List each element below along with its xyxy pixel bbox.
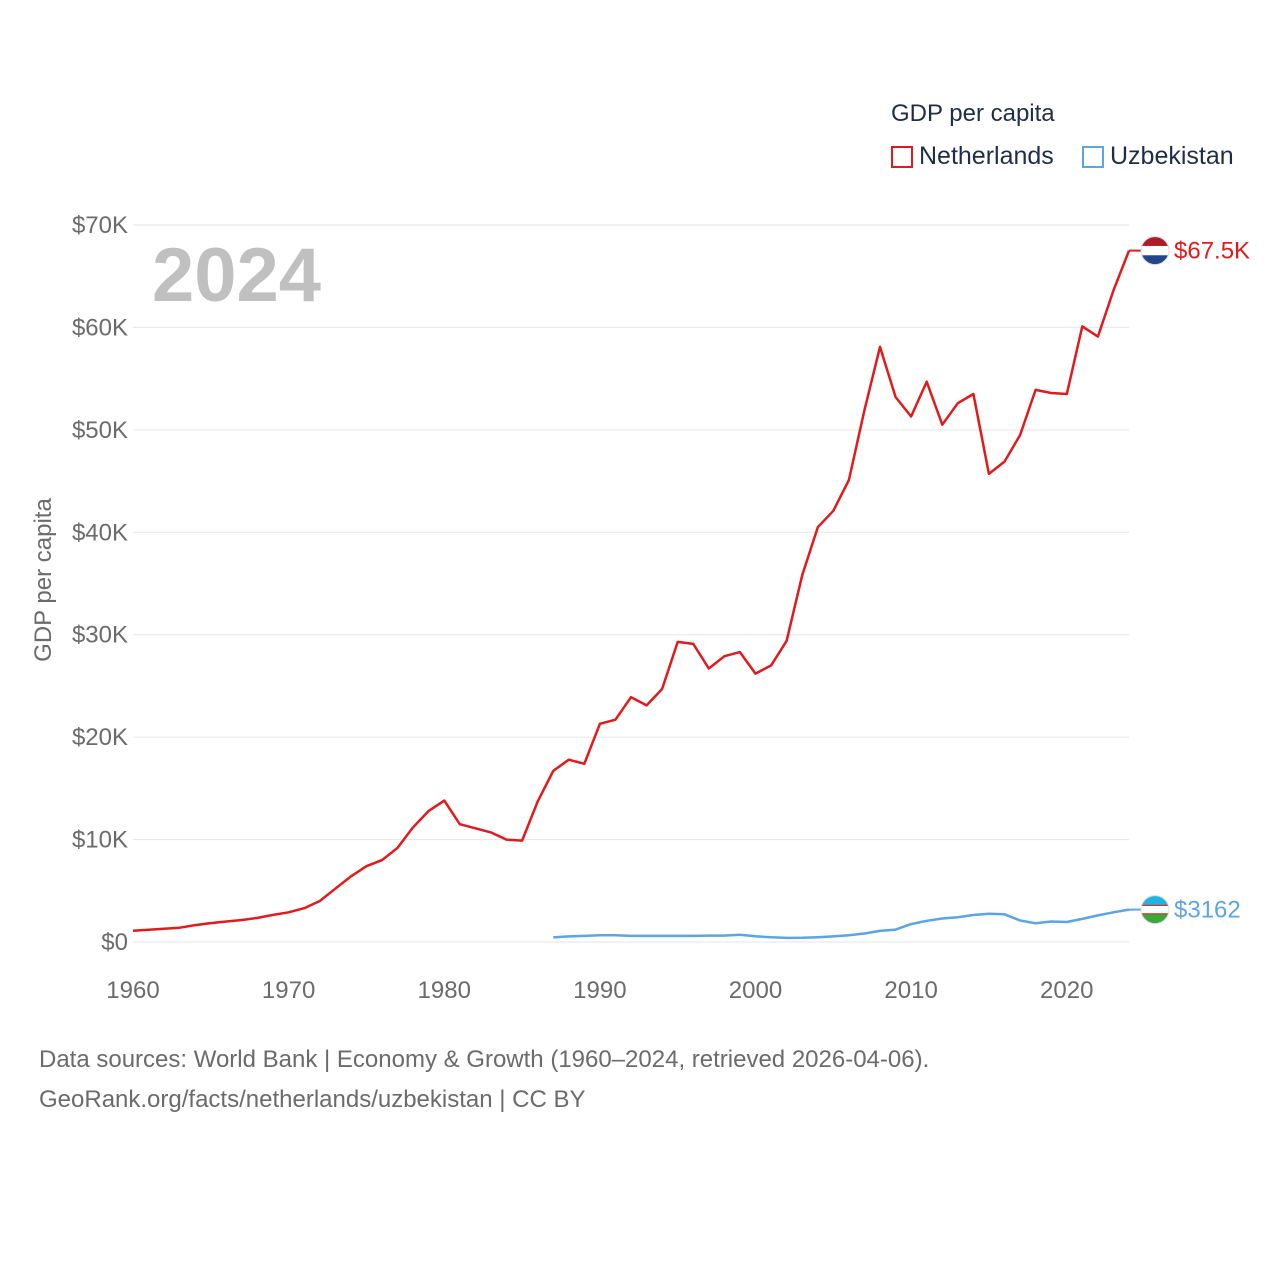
x-tick-label: 1960 bbox=[106, 977, 159, 1004]
x-tick-label: 1990 bbox=[573, 977, 626, 1004]
y-tick-label: $20K bbox=[72, 724, 128, 751]
legend-swatch-uzbekistan bbox=[1082, 145, 1104, 168]
legend-title: GDP per capita bbox=[891, 100, 1055, 127]
flag-border bbox=[1140, 895, 1170, 925]
x-tick-label: 2000 bbox=[729, 977, 782, 1004]
footer-attribution[interactable]: GeoRank.org/facts/netherlands/uzbekistan… bbox=[39, 1086, 586, 1113]
legend-item-netherlands[interactable]: Netherlands bbox=[891, 142, 1054, 171]
y-tick-label: $30K bbox=[72, 622, 128, 649]
y-tick-label: $50K bbox=[72, 417, 128, 444]
x-tick-label: 1980 bbox=[418, 977, 471, 1004]
end-value-label-uzbekistan: $3162 bbox=[1174, 897, 1241, 924]
netherlands-flag-icon bbox=[1141, 236, 1169, 265]
end-value-label-netherlands: $67.5K bbox=[1174, 238, 1250, 265]
legend-item-uzbekistan[interactable]: Uzbekistan bbox=[1082, 142, 1234, 171]
legend-swatch-netherlands bbox=[891, 145, 913, 168]
x-tick-label: 1970 bbox=[262, 977, 315, 1004]
uzbekistan-flag-icon bbox=[1141, 895, 1169, 924]
legend-label-uzbekistan: Uzbekistan bbox=[1110, 142, 1234, 170]
series-line-netherlands bbox=[132, 250, 1131, 932]
year-label: 2024 bbox=[152, 233, 321, 318]
series-line-uzbekistan bbox=[553, 908, 1130, 940]
y-axis-label: GDP per capita bbox=[30, 498, 57, 662]
y-tick-label: $70K bbox=[72, 212, 128, 239]
y-tick-label: $10K bbox=[72, 827, 128, 854]
y-tick-label: $60K bbox=[72, 314, 128, 341]
footer-sources: Data sources: World Bank | Economy & Gro… bbox=[39, 1046, 930, 1073]
legend-label-netherlands: Netherlands bbox=[919, 142, 1054, 170]
y-tick-label: $0 bbox=[101, 929, 128, 956]
x-tick-label: 2020 bbox=[1040, 977, 1093, 1004]
x-tick-label: 2010 bbox=[884, 977, 937, 1004]
y-tick-label: $40K bbox=[72, 519, 128, 546]
flag-border bbox=[1140, 236, 1170, 266]
